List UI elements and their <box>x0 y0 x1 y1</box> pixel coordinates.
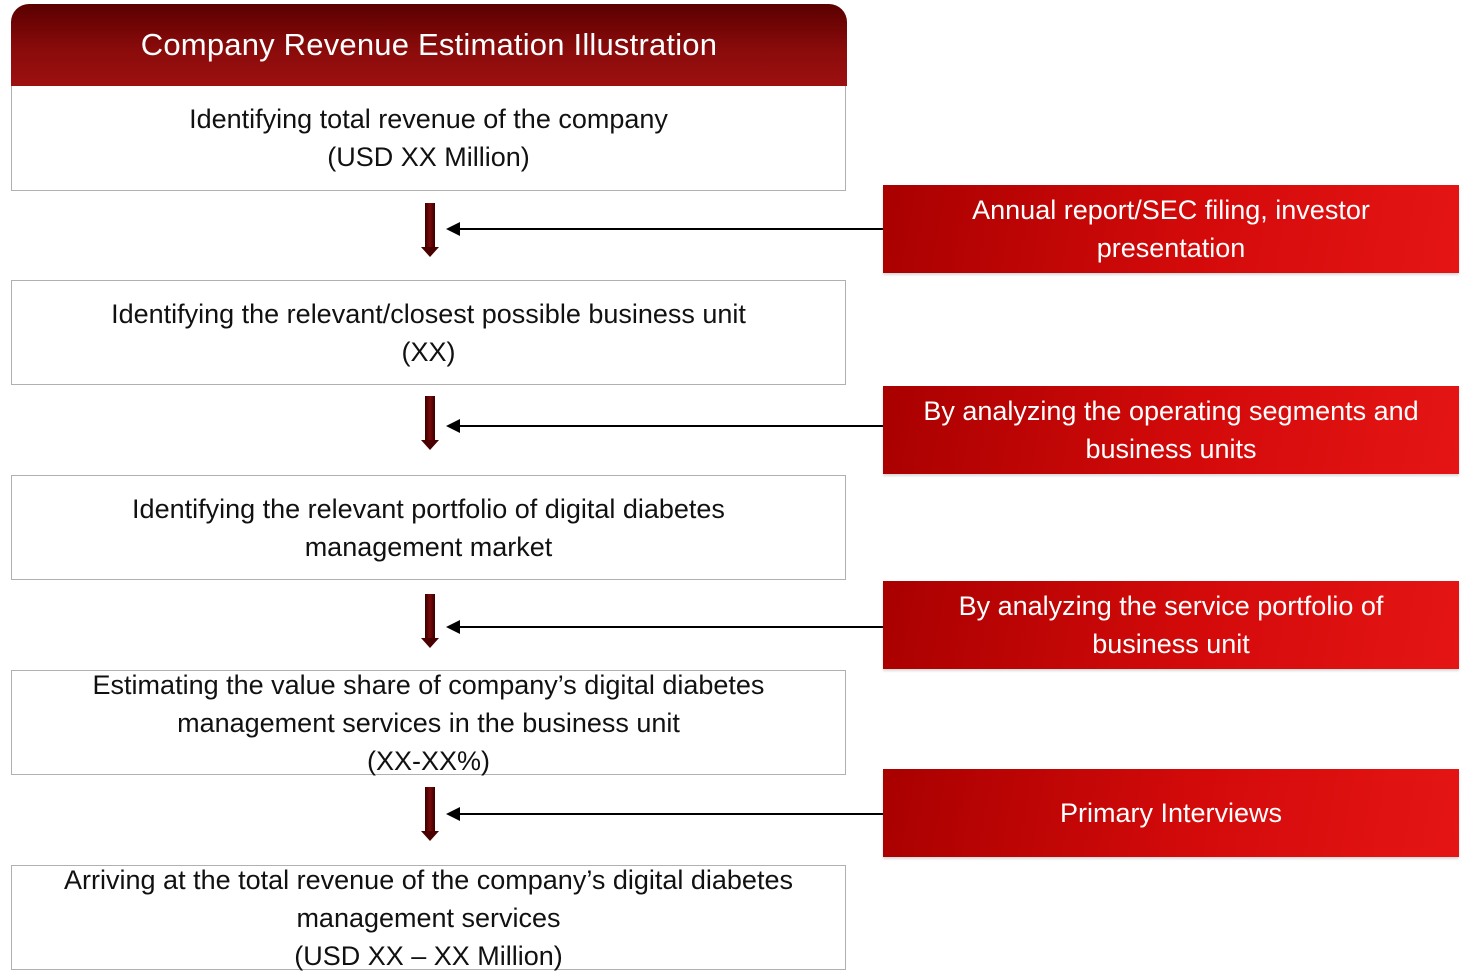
source-3-line-2: business unit <box>1092 629 1250 659</box>
source-box-service-portfolio: By analyzing the service portfolio of bu… <box>883 581 1459 669</box>
source-2-line-2: business units <box>1085 434 1257 464</box>
step-4-line-2: management services in the business unit <box>177 707 680 738</box>
down-arrow-icon <box>420 396 440 452</box>
step-3-line-2: management market <box>304 531 553 562</box>
step-box-total-revenue: Identifying total revenue of the company… <box>11 86 846 191</box>
source-3-line-1: By analyzing the service portfolio of <box>958 591 1384 621</box>
source-box-primary-interviews: Primary Interviews <box>883 769 1459 857</box>
step-1-line-1: Identifying total revenue of the company <box>189 104 668 134</box>
down-arrow-icon <box>420 203 440 259</box>
left-arrow-icon <box>446 222 883 236</box>
step-2-line-2: (XX) <box>401 336 456 367</box>
source-box-operating-segments: By analyzing the operating segments and … <box>883 386 1459 474</box>
left-arrow-icon <box>446 807 883 821</box>
source-1-line-2: presentation <box>1096 233 1246 263</box>
step-box-value-share: Estimating the value share of company’s … <box>11 670 846 776</box>
left-arrow-icon <box>446 620 883 634</box>
step-2-line-1: Identifying the relevant/closest possibl… <box>111 298 746 329</box>
down-arrow-icon <box>420 594 440 650</box>
left-arrow-icon <box>446 419 883 433</box>
source-4-line-1: Primary Interviews <box>1059 798 1283 828</box>
step-1-line-2: (USD XX Million) <box>327 142 530 172</box>
diagram-title: Company Revenue Estimation Illustration <box>11 4 847 86</box>
down-arrow-icon <box>420 787 440 843</box>
step-box-business-unit: Identifying the relevant/closest possibl… <box>11 280 846 385</box>
step-4-line-3: (XX-XX%) <box>366 745 491 776</box>
step-5-line-1: Arriving at the total revenue of the com… <box>64 864 793 895</box>
source-box-annual-report: Annual report/SEC filing, investor prese… <box>883 185 1459 273</box>
step-5-line-2: management services <box>296 902 561 933</box>
source-2-line-1: By analyzing the operating segments and <box>923 396 1419 426</box>
step-3-line-1: Identifying the relevant portfolio of di… <box>132 493 725 524</box>
source-1-line-1: Annual report/SEC filing, investor <box>972 195 1370 225</box>
step-box-final-revenue: Arriving at the total revenue of the com… <box>11 865 846 971</box>
step-4-line-1: Estimating the value share of company’s … <box>92 669 765 700</box>
step-5-line-3: (USD XX – XX Million) <box>294 940 563 971</box>
step-box-portfolio: Identifying the relevant portfolio of di… <box>11 475 846 580</box>
